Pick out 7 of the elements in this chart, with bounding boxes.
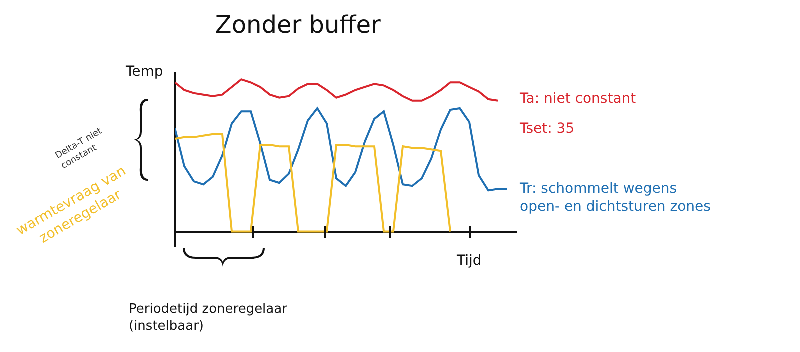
y-axis-title: Temp — [125, 64, 164, 80]
text: Periodetijd zoneregelaar (instelbaar) — [129, 302, 288, 334]
chart-title: Zonder buffer — [215, 11, 381, 40]
text: Tset: 35 — [519, 121, 575, 137]
x-axis-title: Tijd — [456, 253, 482, 269]
series-label: Ta: niet constant — [519, 91, 637, 107]
series-label: Tr: schommelt wegens open- en dichtsturen zones — [519, 181, 711, 216]
